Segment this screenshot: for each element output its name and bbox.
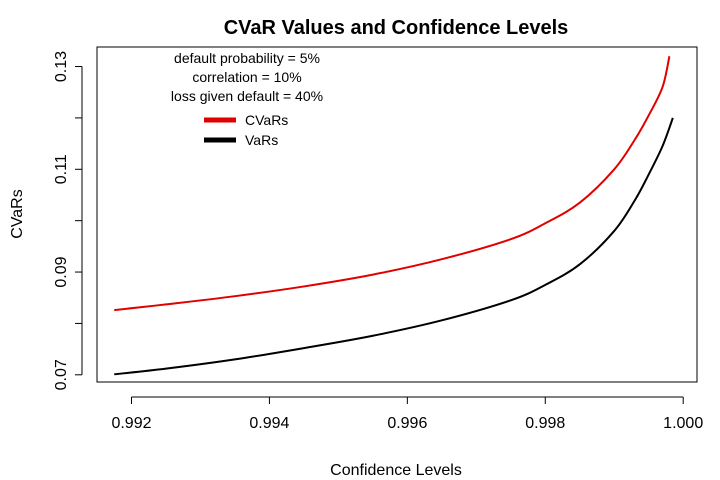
series-line-vars (114, 117, 674, 376)
y-tick-label-4: 0.11 (53, 154, 70, 184)
x-tick-label-3: 0.998 (525, 415, 565, 432)
x-tick-label-1: 0.994 (249, 415, 289, 432)
legend-label-cvars: CVaRs (245, 112, 288, 128)
y-axis: 0.07 0.09 0.11 0.13 (53, 51, 83, 390)
legend-label-vars: VaRs (245, 132, 278, 148)
annotation-default-probability: default probability = 5% (174, 50, 320, 66)
chart-title: CVaR Values and Confidence Levels (224, 17, 569, 39)
annotations: default probability = 5% correlation = 1… (171, 50, 323, 104)
x-tick-label-0: 0.992 (111, 415, 151, 432)
series-layer (114, 56, 674, 376)
annotation-loss-given-default: loss given default = 40% (171, 88, 323, 104)
y-tick-label-0: 0.07 (53, 359, 70, 390)
x-tick-label-4: 1.000 (663, 415, 703, 432)
y-tick-label-2: 0.09 (53, 256, 70, 287)
annotation-correlation: correlation = 10% (192, 69, 301, 85)
plot-border (96, 46, 698, 383)
y-tick-label-6: 0.13 (53, 51, 70, 82)
y-axis-label: CVaRs (9, 189, 26, 239)
x-axis: 0.992 0.994 0.996 0.998 1.000 (111, 396, 703, 432)
x-tick-label-2: 0.996 (387, 415, 427, 432)
legend: CVaRs VaRs (204, 112, 288, 148)
series-line-cvars (114, 56, 671, 312)
x-axis-label: Confidence Levels (330, 462, 462, 479)
